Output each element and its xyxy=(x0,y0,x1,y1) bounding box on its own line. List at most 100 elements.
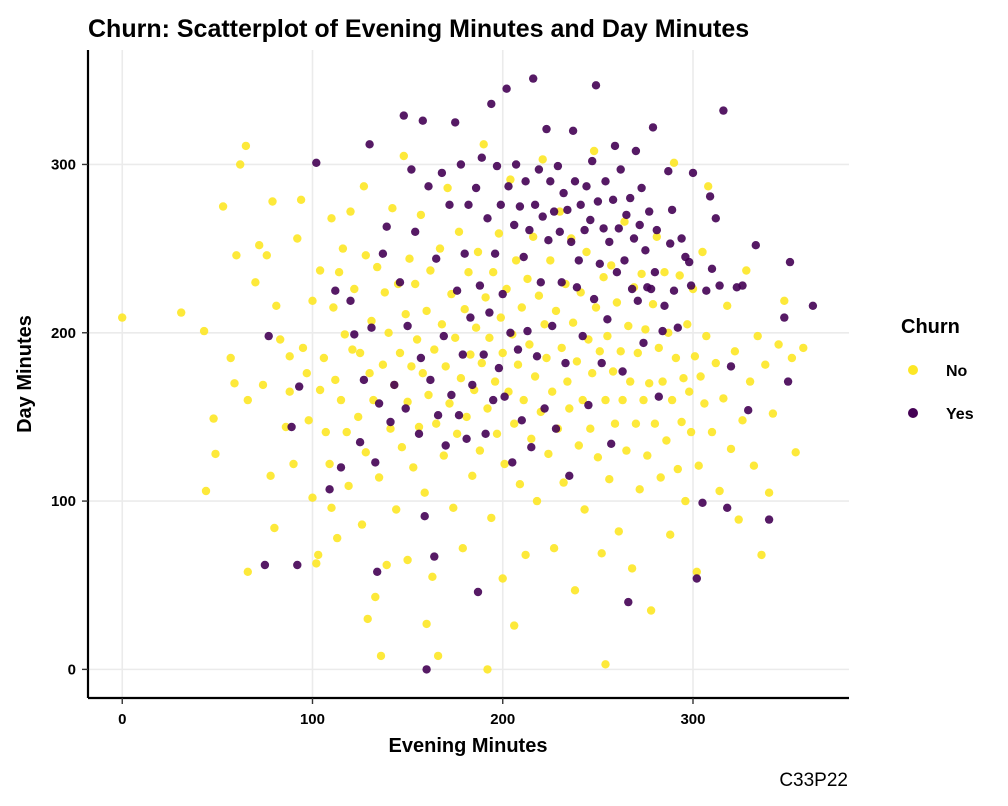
data-points xyxy=(118,74,818,674)
axes xyxy=(82,50,849,704)
data-point-yes xyxy=(557,278,566,287)
data-point-yes xyxy=(378,249,388,258)
data-point-yes xyxy=(751,241,760,250)
data-point-no xyxy=(542,353,551,363)
data-point-no xyxy=(711,358,720,368)
data-point-no xyxy=(633,348,642,358)
data-point-no xyxy=(350,284,359,294)
data-point-yes xyxy=(686,281,696,290)
data-point-no xyxy=(764,488,774,497)
data-point-no xyxy=(199,326,209,336)
data-point-no xyxy=(675,271,684,280)
data-point-yes xyxy=(614,224,623,233)
data-point-yes xyxy=(441,441,450,450)
x-tick-label: 100 xyxy=(300,711,325,728)
data-point-yes xyxy=(433,411,443,420)
data-point-yes xyxy=(570,177,580,186)
data-point-yes xyxy=(312,158,321,167)
data-point-no xyxy=(433,651,443,661)
data-point-no xyxy=(726,444,736,454)
data-point-no xyxy=(692,567,701,576)
data-point-no xyxy=(618,395,627,405)
data-point-no xyxy=(738,416,747,425)
data-point-no xyxy=(799,343,808,353)
data-point-yes xyxy=(692,574,701,583)
data-point-no xyxy=(627,564,637,573)
data-point-yes xyxy=(645,207,654,216)
data-point-no xyxy=(426,266,435,275)
data-point-yes xyxy=(559,188,568,198)
data-point-no xyxy=(333,533,342,543)
data-point-yes xyxy=(346,296,355,305)
x-tick-label: 200 xyxy=(490,711,515,728)
data-point-no xyxy=(325,459,334,469)
data-point-no xyxy=(374,473,384,482)
data-point-no xyxy=(336,395,346,405)
data-point-no xyxy=(704,182,713,191)
data-point-no xyxy=(641,325,650,334)
data-point-no xyxy=(475,446,485,455)
data-point-no xyxy=(314,550,323,560)
x-tick-label: 0 xyxy=(118,711,126,728)
data-point-yes xyxy=(477,153,486,162)
data-point-no xyxy=(466,350,475,359)
data-point-no xyxy=(700,399,709,408)
data-point-no xyxy=(462,412,471,422)
data-point-no xyxy=(414,422,424,432)
data-point-no xyxy=(648,300,658,309)
data-point-no xyxy=(685,387,694,396)
data-point-no xyxy=(355,348,365,358)
data-point-yes xyxy=(723,503,732,512)
data-point-no xyxy=(363,614,372,624)
data-point-no xyxy=(304,416,313,425)
data-point-yes xyxy=(669,286,679,295)
data-point-no xyxy=(753,331,762,341)
data-point-yes xyxy=(367,323,376,332)
data-point-no xyxy=(601,660,610,669)
data-point-yes xyxy=(574,256,583,265)
data-point-yes xyxy=(538,212,547,221)
data-point-yes xyxy=(527,443,536,452)
data-point-no xyxy=(544,449,553,459)
data-point-no xyxy=(599,273,608,282)
data-point-yes xyxy=(293,560,302,570)
data-point-no xyxy=(791,448,800,457)
data-point-no xyxy=(601,395,610,405)
data-point-no xyxy=(624,321,633,331)
data-point-yes xyxy=(407,165,416,174)
data-point-yes xyxy=(589,294,599,304)
data-point-yes xyxy=(567,237,576,247)
data-point-yes xyxy=(494,363,504,373)
y-tick-label: 200 xyxy=(51,325,76,342)
data-point-yes xyxy=(490,249,500,258)
data-point-no xyxy=(620,217,629,226)
data-point-no xyxy=(386,424,395,433)
data-point-no xyxy=(209,414,218,423)
data-point-no xyxy=(652,232,661,241)
data-point-no xyxy=(510,419,519,428)
data-point-yes xyxy=(532,352,542,361)
data-point-no xyxy=(656,473,665,482)
data-point-no xyxy=(696,372,705,381)
data-point-no xyxy=(403,397,412,406)
data-point-no xyxy=(768,409,778,418)
data-point-yes xyxy=(487,99,496,109)
data-point-yes xyxy=(411,227,420,236)
data-point-no xyxy=(481,293,490,302)
data-point-yes xyxy=(673,323,682,332)
data-point-no xyxy=(498,574,507,583)
data-point-yes xyxy=(764,515,774,524)
data-point-no xyxy=(485,333,494,342)
data-point-no xyxy=(456,374,466,383)
data-point-no xyxy=(597,549,606,558)
data-point-no xyxy=(605,475,614,484)
data-point-no xyxy=(588,369,597,378)
data-point-yes xyxy=(542,124,551,134)
data-point-no xyxy=(276,335,285,344)
data-point-no xyxy=(635,485,644,494)
data-point-yes xyxy=(540,404,549,413)
data-point-no xyxy=(580,505,589,514)
data-point-no xyxy=(435,244,445,253)
x-tick-label: 300 xyxy=(680,711,705,728)
data-point-no xyxy=(669,158,679,167)
